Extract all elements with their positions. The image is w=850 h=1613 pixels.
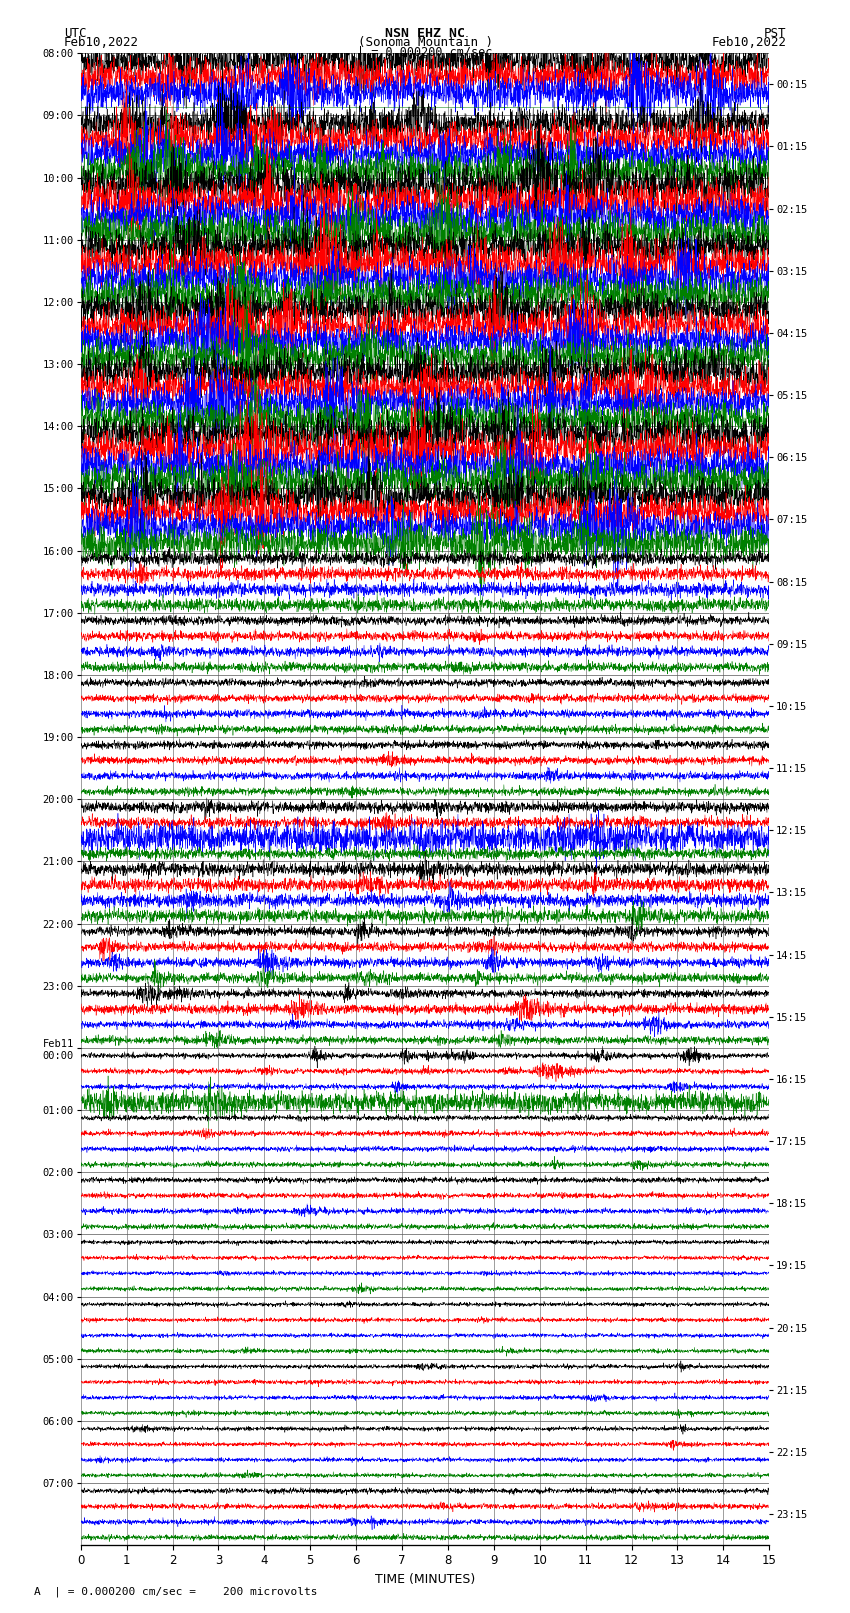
Text: UTC: UTC: [64, 26, 86, 40]
Text: NSN EHZ NC: NSN EHZ NC: [385, 26, 465, 40]
Text: Feb10,2022: Feb10,2022: [64, 37, 139, 50]
Text: PST: PST: [764, 26, 786, 40]
Text: A  | = 0.000200 cm/sec =    200 microvolts: A | = 0.000200 cm/sec = 200 microvolts: [34, 1586, 318, 1597]
Text: Feb10,2022: Feb10,2022: [711, 37, 786, 50]
Text: (Sonoma Mountain ): (Sonoma Mountain ): [358, 37, 492, 50]
Text: | = 0.000200 cm/sec: | = 0.000200 cm/sec: [357, 45, 493, 60]
X-axis label: TIME (MINUTES): TIME (MINUTES): [375, 1573, 475, 1586]
